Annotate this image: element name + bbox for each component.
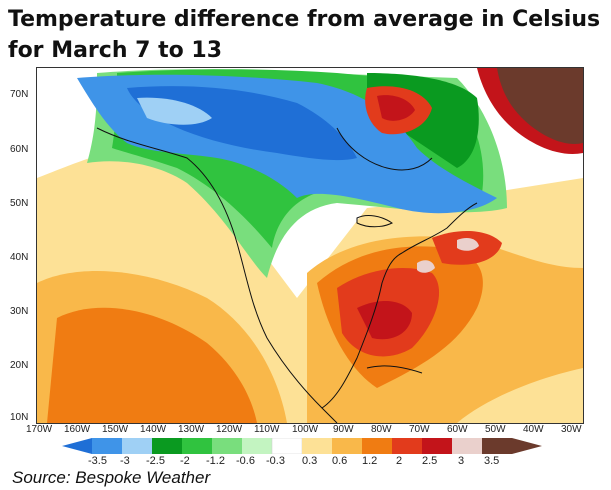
- lon-label-120w: 120W: [216, 424, 243, 435]
- lon-label-100w: 100W: [292, 424, 319, 435]
- lon-label-150w: 150W: [102, 424, 129, 435]
- lat-label-70n: 70N: [10, 89, 29, 100]
- color-legend-bar: [62, 438, 542, 454]
- legend-label-5: -0.6: [236, 455, 255, 467]
- extreme-spot-northeast: [457, 238, 479, 251]
- legend-label-2: -2.5: [146, 455, 165, 467]
- anomaly-map-svg: [37, 68, 583, 423]
- lat-label-30n: 30N: [10, 306, 29, 317]
- legend-label-7: 0.3: [302, 455, 318, 467]
- legend-label-0: -3.5: [88, 455, 107, 467]
- extreme-greenland: [497, 68, 583, 144]
- legend-label-11: 2.5: [422, 455, 438, 467]
- caribbean-outline: [366, 365, 423, 374]
- lat-label-50n: 50N: [10, 198, 29, 209]
- cold-light-patch: [137, 97, 212, 125]
- extreme-spot-atlantic: [417, 260, 435, 273]
- legend-swatch-below-min: [62, 438, 92, 454]
- anomaly-map: [36, 67, 584, 424]
- lon-label-30w: 30W: [561, 424, 582, 435]
- west-coastline: [96, 127, 338, 423]
- lat-label-10n: 10N: [10, 412, 29, 423]
- legend-swatch-above-max: [512, 438, 542, 454]
- lon-label-50w: 50W: [485, 424, 506, 435]
- source-credit: Source: Bespoke Weather: [12, 468, 211, 487]
- hot-spot-north: [377, 95, 415, 121]
- lon-label-60w: 60W: [447, 424, 468, 435]
- lon-label-70w: 70W: [409, 424, 430, 435]
- legend-label-1: -3: [120, 455, 130, 467]
- legend-swatch-11: [422, 438, 452, 454]
- legend-label-8: 0.6: [332, 455, 348, 467]
- warm-pacific-core: [47, 307, 257, 423]
- legend-label-13: 3.5: [484, 455, 500, 467]
- legend-swatch-9: [362, 438, 392, 454]
- great-lakes-outline: [356, 215, 393, 228]
- legend-swatch-3: [152, 438, 182, 454]
- legend-swatch-4: [182, 438, 212, 454]
- legend-swatch-12: [452, 438, 482, 454]
- lon-label-170w: 170W: [26, 424, 53, 435]
- legend-swatch-6: [242, 438, 272, 454]
- title-line-1: Temperature difference from average in C…: [8, 7, 601, 32]
- lon-label-110w: 110W: [254, 424, 280, 435]
- hudson-bay-outline: [336, 127, 433, 171]
- lon-label-160w: 160W: [64, 424, 91, 435]
- legend-swatch-8: [332, 438, 362, 454]
- legend-swatch-7: [302, 438, 332, 454]
- legend-swatch-neutral: [271, 438, 303, 454]
- lat-label-20n: 20N: [10, 360, 29, 371]
- lon-label-40w: 40W: [523, 424, 544, 435]
- lon-label-130w: 130W: [178, 424, 205, 435]
- title-line-2: for March 7 to 13: [8, 38, 223, 63]
- legend-label-3: -2: [180, 455, 190, 467]
- legend-swatch-10: [392, 438, 422, 454]
- lon-label-90w: 90W: [333, 424, 354, 435]
- legend-swatch-5: [212, 438, 242, 454]
- legend-label-10: 2: [396, 455, 403, 467]
- legend-label-4: -1.2: [206, 455, 225, 467]
- lon-label-140w: 140W: [140, 424, 167, 435]
- map-title: Temperature difference from average in C…: [8, 4, 600, 66]
- legend-label-6: -0.3: [266, 455, 285, 467]
- legend-swatch-2: [122, 438, 152, 454]
- lat-label-40n: 40N: [10, 252, 29, 263]
- east-coastline: [321, 202, 478, 409]
- lon-label-80w: 80W: [371, 424, 392, 435]
- legend-swatch-1: [92, 438, 122, 454]
- legend-label-9: 1.2: [362, 455, 378, 467]
- hottest-southeast: [357, 301, 412, 340]
- lat-label-60n: 60N: [10, 144, 29, 155]
- legend-label-12: 3: [458, 455, 465, 467]
- legend-swatch-13: [482, 438, 512, 454]
